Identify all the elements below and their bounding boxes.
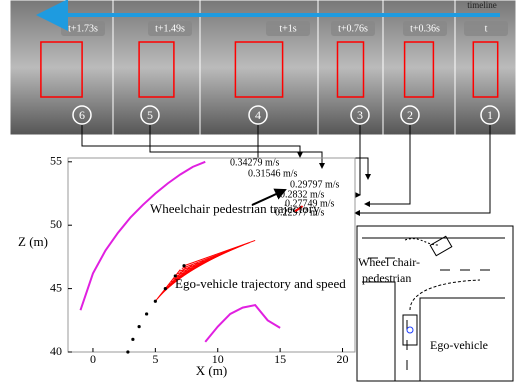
time-bg	[464, 21, 508, 36]
frame-index: 3	[357, 108, 363, 122]
x-tick-label: 15	[274, 352, 286, 366]
inset-label: Ego-vehicle	[430, 338, 488, 352]
trajectory	[79, 160, 206, 311]
frame-index-circle	[400, 105, 420, 125]
annotation: Ego-vehicle trajectory and speed	[175, 276, 346, 291]
frame-index-circle	[248, 105, 268, 125]
frame-time: t+1s	[279, 23, 296, 34]
frame-index: 5	[147, 108, 153, 122]
frame-index-circle	[480, 105, 500, 125]
detection-box	[403, 41, 435, 98]
y-tick-label: 40	[50, 344, 62, 358]
speed-label: 0.22977 m/s	[275, 207, 325, 218]
inset: Wheel chair- pedestrian Ego-vehicle	[356, 225, 514, 382]
pointer-arrow	[364, 125, 411, 207]
frame-index: 4	[255, 108, 261, 122]
speed-label: 0.31546 m/s	[248, 168, 298, 179]
frame-index: 1	[487, 108, 493, 122]
pointer-arrow	[354, 125, 491, 216]
frame-index: 2	[407, 108, 413, 122]
trajectory-dot	[126, 350, 130, 354]
detection-box	[472, 41, 499, 98]
heading-ray	[183, 239, 256, 267]
annotation: Wheelchair pedestrian trajectory	[150, 201, 320, 216]
trajectory-dot	[173, 274, 177, 278]
x-tick-label: 5	[152, 352, 158, 366]
photo	[9, 0, 114, 136]
detection-box	[234, 41, 284, 98]
frame-time: t	[485, 23, 488, 34]
y-tick-label: 45	[50, 280, 62, 294]
photo	[454, 0, 516, 136]
frame-index: 6	[79, 108, 85, 122]
photo	[112, 0, 201, 136]
detection-box	[138, 41, 175, 98]
detection-box	[40, 41, 83, 98]
y-tick-label: 50	[50, 217, 62, 231]
frame-time: t+1.49s	[155, 23, 185, 34]
trajectory-dot	[145, 312, 149, 316]
x-tick-label: 10	[212, 352, 224, 366]
trajectory	[204, 303, 281, 343]
trajectory-dot	[131, 337, 135, 341]
speed-label: 0.2832 m/s	[280, 189, 325, 200]
frame-time: t+1.73s	[68, 23, 98, 34]
time-bg	[266, 21, 310, 36]
frame-time: t+0.36s	[410, 23, 440, 34]
inset-label: pedestrian	[362, 271, 411, 285]
detection-box	[336, 41, 365, 98]
plot: 0.34279 m/s0.31546 m/s0.29797 m/s0.2832 …	[18, 125, 491, 378]
trajectory-dot	[137, 325, 141, 329]
pointer-arrow	[149, 125, 325, 169]
frame-index-circle	[140, 105, 160, 125]
time-bg	[148, 21, 192, 36]
y-tick-label: 55	[50, 154, 62, 168]
frame-index-circle	[350, 105, 370, 125]
plot-frame	[67, 157, 356, 353]
x-tick-label: 20	[337, 352, 349, 366]
time-bg	[331, 21, 375, 36]
time-bg	[61, 21, 105, 36]
inset-label: Wheel chair-	[358, 255, 420, 269]
photo-strip: t+1.73s 6 t+1.49s 5 t+1s 4 t+0.76s 3 t+0.36s 2 t 1	[9, 0, 516, 136]
frame-time: t+0.76s	[338, 23, 368, 34]
x-axis-label: X (m)	[196, 363, 227, 378]
frame-index-circle	[72, 105, 92, 125]
timeline-label: timeline	[467, 0, 497, 10]
trajectory-dot	[182, 264, 186, 268]
trajectory-dot	[163, 287, 167, 291]
y-axis-label: Z (m)	[18, 234, 48, 249]
speed-label: 0.34279 m/s	[230, 157, 280, 168]
time-bg	[403, 21, 447, 36]
trajectory	[294, 205, 304, 213]
speed-label: 0.29797 m/s	[290, 179, 340, 190]
annotation-arrow	[251, 188, 287, 206]
trajectory-dot	[153, 299, 157, 303]
x-tick-label: 0	[90, 352, 96, 366]
speed-label: 0.27749 m/s	[285, 198, 335, 209]
